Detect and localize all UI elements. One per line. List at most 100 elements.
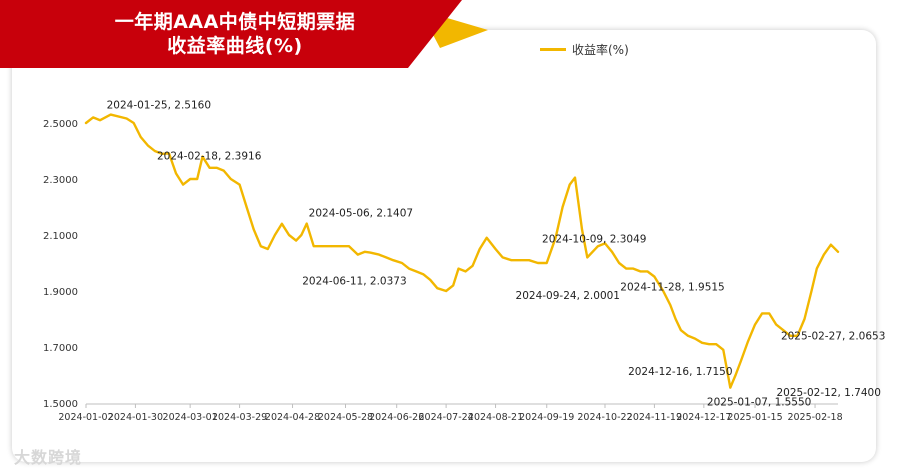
data-point (369, 251, 372, 254)
data-point (300, 234, 303, 236)
data-point (175, 172, 177, 175)
data-point (348, 245, 350, 248)
chart-title-line2: 收益率曲线(%) (167, 35, 303, 57)
data-point (436, 287, 439, 290)
x-tick-label: 2024-01-30 (108, 412, 163, 423)
annotation-label: 2024-02-18, 2.3916 (157, 150, 262, 162)
chart-title: 一年期AAA中债中短期票据 收益率曲线(%) (0, 10, 470, 58)
data-point (125, 117, 128, 120)
data-point (528, 259, 530, 262)
title-banner-shape (0, 0, 488, 68)
data-point (591, 250, 594, 253)
data-point (208, 166, 211, 169)
data-point (729, 386, 732, 389)
data-point (701, 341, 703, 344)
legend: 收益率(%) (540, 40, 629, 58)
chart-title-line1: 一年期AAA中债中短期票据 (114, 11, 356, 33)
data-point (312, 245, 315, 248)
y-tick-label: 1.7000 (43, 343, 78, 354)
data-point (196, 178, 199, 180)
annotation-label: 2024-01-25, 2.5160 (107, 100, 211, 112)
data-point (519, 259, 522, 262)
data-point (295, 239, 297, 242)
data-point (754, 323, 756, 326)
annotation-group: 2024-01-25, 2.5160 2024-02-18, 2.3916 2024… (107, 100, 886, 409)
data-point (385, 256, 387, 259)
data-point (586, 256, 589, 259)
annotation-label: 2024-10-09, 2.3049 (542, 234, 646, 246)
data-point (168, 152, 170, 155)
data-point (222, 169, 225, 172)
data-point (810, 290, 813, 292)
data-point (238, 183, 241, 186)
data-point (485, 236, 488, 239)
data-point (646, 270, 649, 273)
data-point (632, 267, 635, 270)
annotation-label: 2024-06-11, 2.0373 (302, 276, 406, 288)
watermark: 大数跨境 (14, 448, 83, 467)
data-point (452, 284, 455, 287)
data-point (734, 374, 737, 376)
data-point (330, 245, 333, 248)
data-point (822, 253, 825, 256)
data-point (422, 273, 425, 276)
data-point (146, 144, 149, 147)
data-point (161, 152, 163, 155)
data-point (501, 256, 504, 259)
data-point (408, 267, 410, 270)
data-point (182, 183, 184, 186)
annotation-label: 2024-05-06, 2.1407 (309, 208, 413, 220)
data-point (740, 360, 742, 362)
data-point (378, 253, 380, 256)
data-point (471, 264, 474, 267)
data-point (339, 245, 342, 248)
data-point (364, 250, 366, 253)
data-point (415, 270, 418, 273)
data-point (568, 183, 571, 186)
data-point (715, 343, 718, 346)
data-point (305, 222, 308, 225)
data-point (510, 259, 513, 262)
data-point (392, 259, 395, 262)
data-point (653, 275, 656, 278)
data-point (229, 178, 232, 180)
data-point (782, 329, 785, 332)
data-point (132, 122, 135, 124)
data-point (545, 262, 548, 264)
x-tick-label: 2024-09-19 (519, 412, 574, 423)
x-tick-label: 2025-02-18 (787, 412, 842, 423)
data-point (85, 122, 87, 124)
data-point (639, 270, 642, 273)
data-point (581, 228, 583, 231)
data-point (92, 116, 94, 119)
data-point (153, 150, 156, 152)
y-tick-label: 1.5000 (43, 399, 78, 410)
data-point (266, 248, 269, 250)
title-banner: 一年期AAA中债中短期票据 收益率曲线(%) (0, 0, 488, 68)
y-axis: 1.5000 1.7000 1.9000 2.1000 2.3000 2.5000 (43, 119, 78, 410)
x-tick-label: 2024-03-01 (163, 412, 218, 423)
data-point (445, 290, 448, 292)
y-tick-label: 2.3000 (43, 175, 78, 186)
x-tick-label: 2024-11-19 (627, 412, 682, 423)
data-point (604, 242, 606, 245)
data-point (679, 329, 682, 332)
data-point (109, 113, 112, 116)
data-point (694, 337, 696, 340)
data-point (761, 312, 763, 315)
data-point (561, 206, 564, 208)
x-tick-label: 2024-01-02 (58, 412, 113, 423)
data-point (494, 248, 497, 250)
data-point (537, 262, 539, 264)
data-point (687, 334, 689, 337)
data-point (708, 343, 711, 346)
data-point (597, 245, 599, 248)
data-point (139, 136, 142, 138)
y-tick-label: 2.5000 (43, 119, 78, 130)
data-point (669, 304, 672, 306)
data-point (189, 178, 192, 180)
data-point (401, 262, 403, 264)
annotation-label: 2024-11-28, 1.9515 (620, 282, 724, 294)
